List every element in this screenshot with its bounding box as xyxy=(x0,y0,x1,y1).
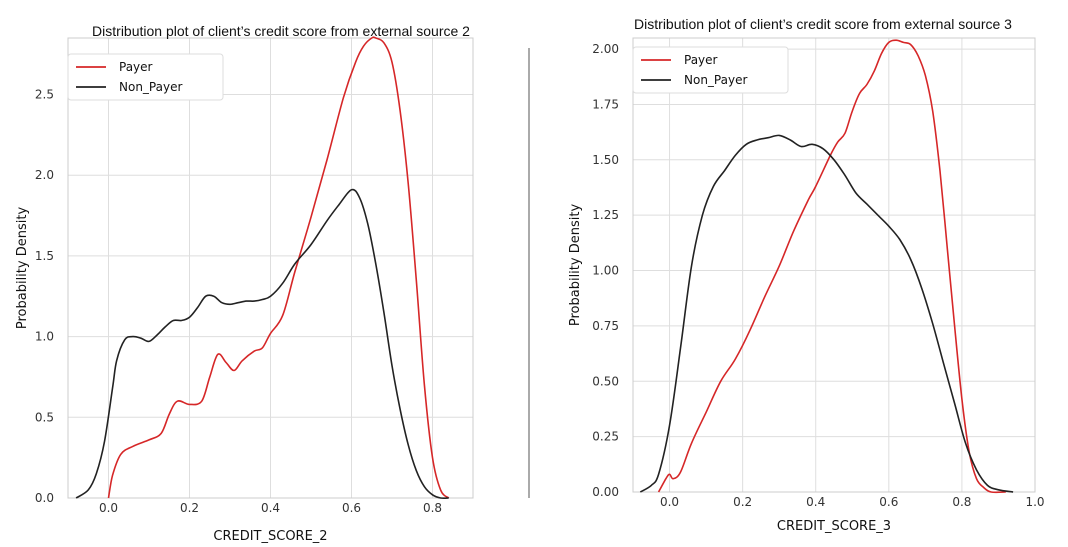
x-tick-label: 0.2 xyxy=(733,495,752,509)
x-tick-label: 0.0 xyxy=(660,495,679,509)
plot-frame xyxy=(632,37,1036,493)
chart-1: 0.0 0.2 0.4 0.6 0.8 0.0 0.5 1.0 1.5 2.0 2.5 Distrib… xyxy=(15,23,474,544)
legend: Payer Non_Payer xyxy=(67,53,224,101)
y-tick-label: 0.75 xyxy=(592,319,619,333)
legend-label: Non_Payer xyxy=(119,80,182,94)
x-tick-label: 0.2 xyxy=(180,501,199,515)
series-line-payer xyxy=(657,39,1006,494)
x-axis-label: CREDIT_SCORE_3 xyxy=(777,519,891,534)
y-tick-label: 2.5 xyxy=(35,87,54,101)
legend-label: Payer xyxy=(684,53,718,67)
x-tick-label: 0.4 xyxy=(806,495,825,509)
x-tick-label: 0.6 xyxy=(879,495,898,509)
y-tick-label: 2.00 xyxy=(592,42,619,56)
series-line-non-payer xyxy=(75,188,449,500)
series-line-payer xyxy=(107,36,450,499)
chart-title: Distribution plot of client’s credit sco… xyxy=(634,16,1012,32)
y-tick-label: 1.25 xyxy=(592,208,619,222)
y-axis-label: Probability Density xyxy=(568,204,583,327)
y-tick-label: 0.25 xyxy=(592,430,619,444)
legend-box xyxy=(632,46,789,94)
y-tick-label: 1.00 xyxy=(592,264,619,278)
x-tick-label: 0.0 xyxy=(99,501,118,515)
x-axis-label: CREDIT_SCORE_2 xyxy=(213,529,327,544)
series-line-non-payer xyxy=(639,134,1014,493)
chart-title: Distribution plot of client’s credit sco… xyxy=(92,23,470,39)
y-tick-label: 1.50 xyxy=(592,153,619,167)
x-tick-label: 0.8 xyxy=(952,495,971,509)
chart-2: 0.0 0.2 0.4 0.6 0.8 1.0 0.00 0.25 0.50 0.75 1.00 1.… xyxy=(568,16,1045,534)
legend-label: Payer xyxy=(119,60,153,74)
y-tick-label: 0.50 xyxy=(592,374,619,388)
y-tick-label: 0.00 xyxy=(592,485,619,499)
y-axis-label: Probability Density xyxy=(15,207,30,330)
legend-label: Non_Payer xyxy=(684,73,747,87)
plot-frame xyxy=(67,37,474,499)
x-tick-label: 0.4 xyxy=(261,501,280,515)
y-tick-label: 2.0 xyxy=(35,168,54,182)
y-tick-label: 0.5 xyxy=(35,410,54,424)
x-tick-label: 0.6 xyxy=(342,501,361,515)
y-tick-label: 1.75 xyxy=(592,97,619,111)
legend-box xyxy=(67,53,224,101)
x-tick-label: 0.8 xyxy=(423,501,442,515)
y-tick-label: 1.5 xyxy=(35,249,54,263)
y-tick-label: 0.0 xyxy=(35,491,54,505)
y-tick-label: 1.0 xyxy=(35,330,54,344)
x-tick-label: 1.0 xyxy=(1025,495,1044,509)
legend: Payer Non_Payer xyxy=(632,46,789,94)
